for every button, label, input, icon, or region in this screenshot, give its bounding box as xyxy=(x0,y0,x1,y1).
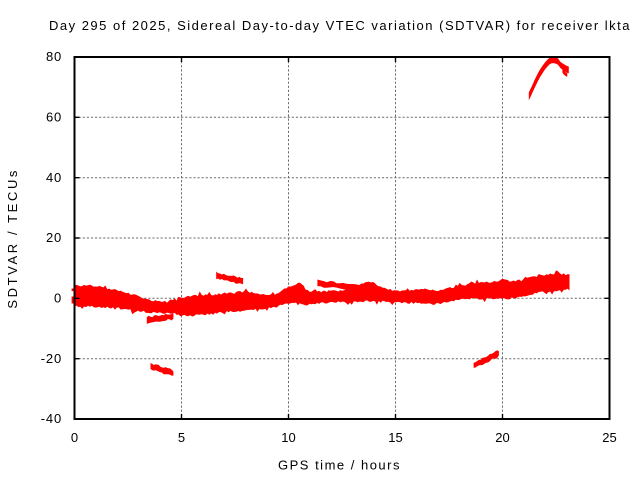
svg-text:5: 5 xyxy=(178,430,185,445)
svg-text:SDTVAR / TECUs: SDTVAR / TECUs xyxy=(5,168,20,309)
svg-text:10: 10 xyxy=(281,430,295,445)
svg-text:0: 0 xyxy=(71,430,78,445)
svg-text:-40: -40 xyxy=(41,411,62,426)
svg-text:60: 60 xyxy=(46,110,62,125)
svg-text:20: 20 xyxy=(495,430,509,445)
svg-text:0: 0 xyxy=(54,291,62,306)
svg-text:40: 40 xyxy=(46,170,62,185)
svg-text:20: 20 xyxy=(46,230,62,245)
svg-text:80: 80 xyxy=(46,49,62,64)
svg-text:-20: -20 xyxy=(41,351,62,366)
svg-text:25: 25 xyxy=(602,430,616,445)
svg-text:Day 295 of 2025, Sidereal Day-: Day 295 of 2025, Sidereal Day-to-day VTE… xyxy=(49,18,631,33)
svg-text:GPS time / hours: GPS time / hours xyxy=(278,458,401,473)
svg-text:15: 15 xyxy=(388,430,402,445)
